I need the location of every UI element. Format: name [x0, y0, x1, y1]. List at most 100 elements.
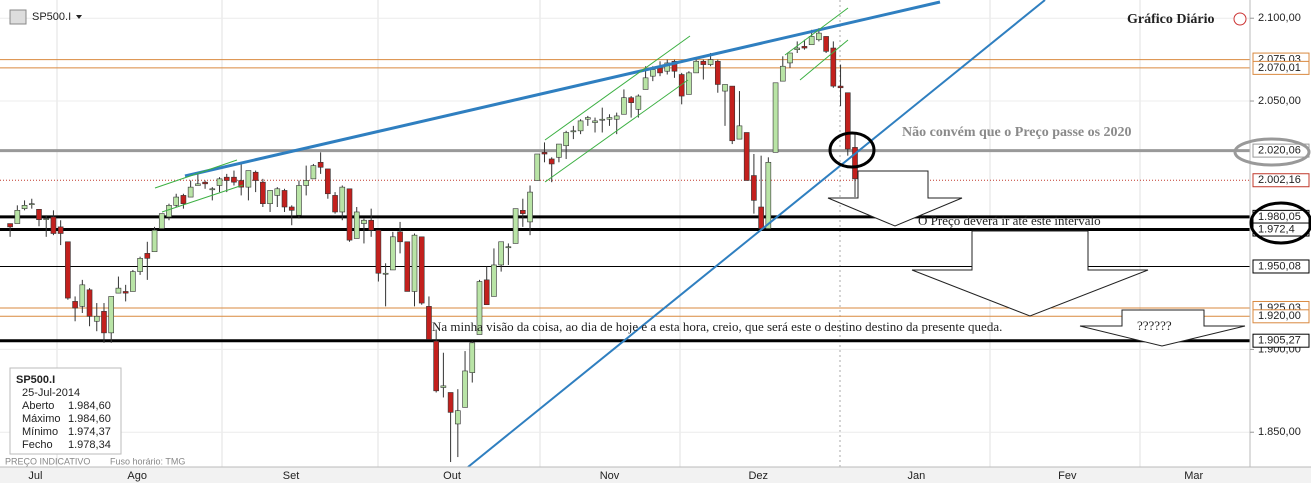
candle-body	[852, 147, 858, 180]
candle-body	[180, 195, 187, 204]
candle-body	[787, 52, 793, 64]
channel-line	[544, 79, 689, 183]
candle-body	[621, 97, 627, 115]
candle-body	[209, 188, 216, 191]
level-label: 2.002,16	[1258, 174, 1301, 186]
candle-body	[72, 301, 78, 309]
level-label: 1.950,08	[1258, 260, 1301, 272]
candle-body	[433, 340, 439, 392]
candle-body	[267, 190, 273, 204]
candle-body	[440, 385, 447, 388]
channel-line	[544, 35, 691, 141]
candle-body	[245, 170, 252, 188]
candle-body	[599, 118, 606, 121]
info-date: 25-Jul-2014	[22, 387, 80, 399]
candle-body	[86, 289, 93, 317]
candle-body	[115, 287, 122, 294]
symbol[interactable]: SP500.I	[32, 11, 71, 23]
info-box	[9, 367, 122, 455]
candle-body	[765, 161, 772, 229]
candle-body	[426, 306, 432, 340]
candle-body	[447, 392, 454, 413]
candle-body	[635, 95, 642, 110]
candle-body	[722, 84, 728, 92]
x-tick-label: Jan	[908, 470, 926, 482]
x-tick-label: Ago	[127, 470, 147, 482]
candle-body	[736, 125, 743, 140]
drawings	[154, 0, 1246, 468]
candle-body	[628, 97, 634, 103]
candle-body	[743, 132, 750, 181]
candle-body	[108, 296, 115, 334]
symbol-icon[interactable]	[9, 9, 27, 25]
candle-body	[122, 291, 129, 294]
candle-body	[390, 236, 396, 271]
y-tick-label: 1.850,00	[1258, 426, 1301, 438]
candle-body	[707, 59, 714, 65]
trend-line	[467, 0, 1046, 468]
candle-body	[606, 117, 613, 120]
candle-body	[57, 226, 64, 234]
candle-body	[238, 180, 244, 188]
x-tick-label: Mar	[1184, 470, 1203, 482]
candle-body	[332, 195, 338, 213]
candle-body	[505, 246, 512, 249]
candle-body	[65, 241, 71, 299]
candle-body	[808, 36, 815, 46]
candle-body	[664, 62, 671, 72]
channel-line	[161, 184, 244, 213]
candle-body	[21, 205, 28, 209]
y-tick-label: 2.100,00	[1258, 12, 1301, 24]
level-label-box	[1252, 60, 1310, 75]
info-label: Mínimo	[22, 426, 58, 438]
candle-body	[577, 120, 584, 132]
candle-body	[14, 210, 21, 224]
chart-title: Gráfico Diário	[1127, 12, 1214, 27]
annotation: ??????	[1137, 318, 1172, 333]
candle-body	[830, 47, 837, 87]
candle-body	[274, 188, 281, 196]
candle-body	[353, 211, 360, 239]
channel-line	[154, 159, 238, 189]
y-axis: 2.100,002.050,001.900,001.850,002.075,03…	[1250, 12, 1310, 438]
candle-body	[93, 316, 100, 322]
candle-body	[520, 210, 526, 214]
level-label-box	[1252, 173, 1310, 188]
info-symbol: SP500.I	[16, 374, 55, 386]
x-tick-label: Out	[443, 470, 461, 482]
candle-body	[361, 219, 367, 224]
candle-body	[281, 190, 288, 208]
candle-body	[303, 180, 309, 186]
level-label-box	[1252, 333, 1310, 348]
channel-line	[799, 39, 849, 81]
candle-body	[288, 206, 295, 211]
level-label: 2.020,06	[1258, 145, 1301, 157]
candle-body	[686, 72, 692, 95]
candle-body	[375, 229, 382, 274]
x-tick-label: Set	[283, 470, 300, 482]
candle-body	[382, 272, 389, 275]
highlight-circle	[828, 131, 876, 169]
candle-body	[202, 181, 208, 185]
candle-body	[397, 231, 403, 243]
level-label: 1.980,05	[1258, 211, 1301, 223]
candle-body	[166, 205, 172, 218]
info-value: 1.974,37	[68, 426, 111, 438]
dropdown-icon[interactable]	[76, 15, 82, 19]
level-label: 2.075,03	[1258, 53, 1301, 65]
info-value: 1.978,34	[68, 439, 111, 451]
candle-body	[339, 186, 346, 213]
candle-body	[779, 65, 786, 82]
info-label: Fecho	[22, 439, 53, 451]
candle-body	[657, 67, 663, 74]
y-tick-label: 2.050,00	[1258, 95, 1301, 107]
candle-body	[527, 191, 533, 223]
candle-body	[455, 410, 461, 425]
clock-icon[interactable]	[1233, 12, 1247, 26]
arrow	[911, 230, 1149, 317]
highlight-circle	[1249, 201, 1311, 245]
candle-body	[195, 183, 201, 186]
